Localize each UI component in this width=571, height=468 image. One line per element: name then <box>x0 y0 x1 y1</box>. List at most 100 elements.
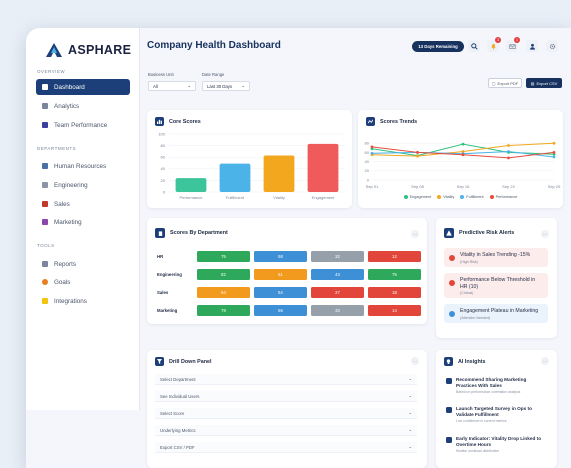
heatmap-cell[interactable]: 54 <box>254 287 307 298</box>
card-menu-button[interactable]: ⋯ <box>541 357 549 365</box>
data-point[interactable] <box>507 150 510 153</box>
data-point[interactable] <box>552 141 556 145</box>
insight-icon <box>446 407 452 413</box>
sidebar-item-goals[interactable]: Goals <box>36 274 130 290</box>
card-menu-button[interactable]: ⋯ <box>411 230 419 238</box>
legend-item[interactable]: Fulfillment <box>460 195 484 199</box>
data-point[interactable] <box>370 145 374 149</box>
more-icon: ⋯ <box>413 358 417 364</box>
insight-item[interactable]: Launch Targeted Survey in Ops to Validat… <box>446 406 548 423</box>
insight-icon <box>446 437 452 443</box>
drill-down-row[interactable]: Underlying Metrics ⌄ <box>155 425 417 436</box>
risk-alert-item[interactable]: Vitality in Sales Trending -15% (High Ris… <box>444 248 548 267</box>
business-unit-select[interactable]: All ⌄ <box>148 81 196 91</box>
bar-vitality[interactable] <box>263 155 295 192</box>
data-point[interactable] <box>507 144 510 147</box>
sidebar-item-dashboard[interactable]: Dashboard <box>36 79 130 95</box>
bar-engagement[interactable] <box>307 143 339 192</box>
bar-fulfillment[interactable] <box>219 163 251 192</box>
risk-alert-item[interactable]: Engagement Plateau in Marketing (Attentio… <box>444 304 548 323</box>
y-tick-label: 0 <box>367 177 370 182</box>
heatmap-cell[interactable]: 82 <box>197 269 250 280</box>
data-point[interactable] <box>461 153 465 157</box>
insight-item[interactable]: Recommend Sharing Marketing Practices Wi… <box>446 377 548 394</box>
heatmap-cell[interactable]: 75 <box>368 269 421 280</box>
card-menu-button[interactable]: ⋯ <box>541 230 549 238</box>
y-tick-label: 40 <box>365 159 370 164</box>
sidebar-item-sales[interactable]: Sales <box>36 196 130 212</box>
data-point[interactable] <box>461 150 465 153</box>
dashboard-icon <box>42 84 48 90</box>
insight-title: Recommend Sharing Marketing Practices Wi… <box>456 377 527 389</box>
heatmap-cell[interactable]: 64 <box>197 287 250 298</box>
heatmap-cell[interactable]: 32 <box>311 251 364 262</box>
data-point[interactable] <box>507 156 510 160</box>
data-point[interactable] <box>416 154 419 158</box>
legend-item[interactable]: Vitality <box>437 195 454 199</box>
drill-down-label: Select Score <box>160 410 185 416</box>
dept-scores-title: Scores By Department <box>155 228 228 238</box>
sidebar-item-engineering[interactable]: Engineering <box>36 177 130 193</box>
heatmap-cell[interactable]: 75 <box>197 251 250 262</box>
sidebar-item-human-resources[interactable]: Human Resources <box>36 158 130 174</box>
bell-icon <box>490 43 496 49</box>
days-remaining-badge[interactable]: 13 Days Remaining <box>412 41 464 52</box>
sales-icon <box>42 201 48 207</box>
heatmap-row-label: HR <box>157 254 164 259</box>
notifications-button[interactable]: 3 <box>487 37 501 52</box>
sidebar-item-reports[interactable]: Reports <box>36 256 130 272</box>
scores-trends-chart: 0 20 40 60 80 Sep 01 Sep 08 Sep 15 Sep 22 Sep 29 <box>365 141 562 189</box>
insight-item[interactable]: Early Indicator: Vitality Drop Linked to… <box>446 436 548 453</box>
bar-performance[interactable] <box>175 178 207 192</box>
sidebar-item-marketing[interactable]: Marketing <box>36 214 130 230</box>
search-button[interactable] <box>468 40 480 52</box>
heatmap-cell[interactable]: 43 <box>311 269 364 280</box>
card-title: Drill Down Panel <box>169 358 212 365</box>
heatmap-cell[interactable]: 12 <box>368 251 421 262</box>
legend-item[interactable]: Engagement <box>403 195 431 199</box>
card-title: Scores Trends <box>380 118 418 125</box>
heatmap-cell[interactable]: 27 <box>311 287 364 298</box>
data-point[interactable] <box>552 151 556 154</box>
drill-down-row[interactable]: Export CSV / PDF ⌄ <box>155 442 417 453</box>
export-csv-button[interactable]: ▤ Export CSV <box>526 78 562 88</box>
heatmap-cell[interactable]: 79 <box>197 305 250 316</box>
data-point[interactable] <box>461 142 465 146</box>
heatmap-cell[interactable]: 56 <box>254 305 307 316</box>
card-menu-button[interactable]: ⋯ <box>411 357 419 365</box>
sidebar-item-label: Dashboard <box>54 83 85 91</box>
profile-button[interactable] <box>526 40 538 52</box>
logo[interactable]: ASPHARE <box>46 43 131 57</box>
data-point[interactable] <box>552 155 556 159</box>
settings-button[interactable] <box>546 40 558 52</box>
heatmap-cell[interactable]: 61 <box>254 269 307 280</box>
chevron-down-icon: ⌄ <box>241 83 245 88</box>
y-tick-label: 80 <box>365 141 370 146</box>
sidebar-item-label: Engineering <box>54 181 88 189</box>
export-pdf-button[interactable]: ▢ Export PDF <box>488 78 522 88</box>
legend-item[interactable]: Performance <box>489 195 517 199</box>
sidebar-item-integrations[interactable]: Integrations <box>36 293 130 309</box>
sidebar-item-label: Team Performance <box>54 121 108 129</box>
mail-icon <box>508 43 516 49</box>
drill-down-row[interactable]: Select Score ⌄ <box>155 408 417 419</box>
heatmap-cell[interactable]: 33 <box>311 305 364 316</box>
building-icon <box>155 228 165 238</box>
sidebar-item-team-performance[interactable]: Team Performance <box>36 117 130 133</box>
data-point[interactable] <box>370 151 374 155</box>
filter-icon <box>155 357 164 366</box>
drill-down-label: Select Department <box>160 376 196 382</box>
drill-down-row[interactable]: Select Department ⌄ <box>155 374 417 385</box>
chevron-down-icon: ⌄ <box>408 393 412 398</box>
heatmap-cell[interactable]: 14 <box>368 305 421 316</box>
risk-alert-item[interactable]: Performance Below Threshold in HR (10) (C… <box>444 273 548 298</box>
messages-button[interactable]: 1 <box>506 37 520 52</box>
heatmap-cell[interactable]: 58 <box>254 251 307 262</box>
heatmap-cell[interactable]: 18 <box>368 287 421 298</box>
sidebar-item-analytics[interactable]: Analytics <box>36 98 130 114</box>
insight-subtitle: Low confidence in current metrics <box>456 419 507 424</box>
data-point[interactable] <box>416 151 419 154</box>
more-icon: ⋯ <box>543 358 547 364</box>
date-range-select[interactable]: Last 30 Days ⌄ <box>202 81 250 91</box>
drill-down-row[interactable]: See Individual Users ⌄ <box>155 391 417 402</box>
